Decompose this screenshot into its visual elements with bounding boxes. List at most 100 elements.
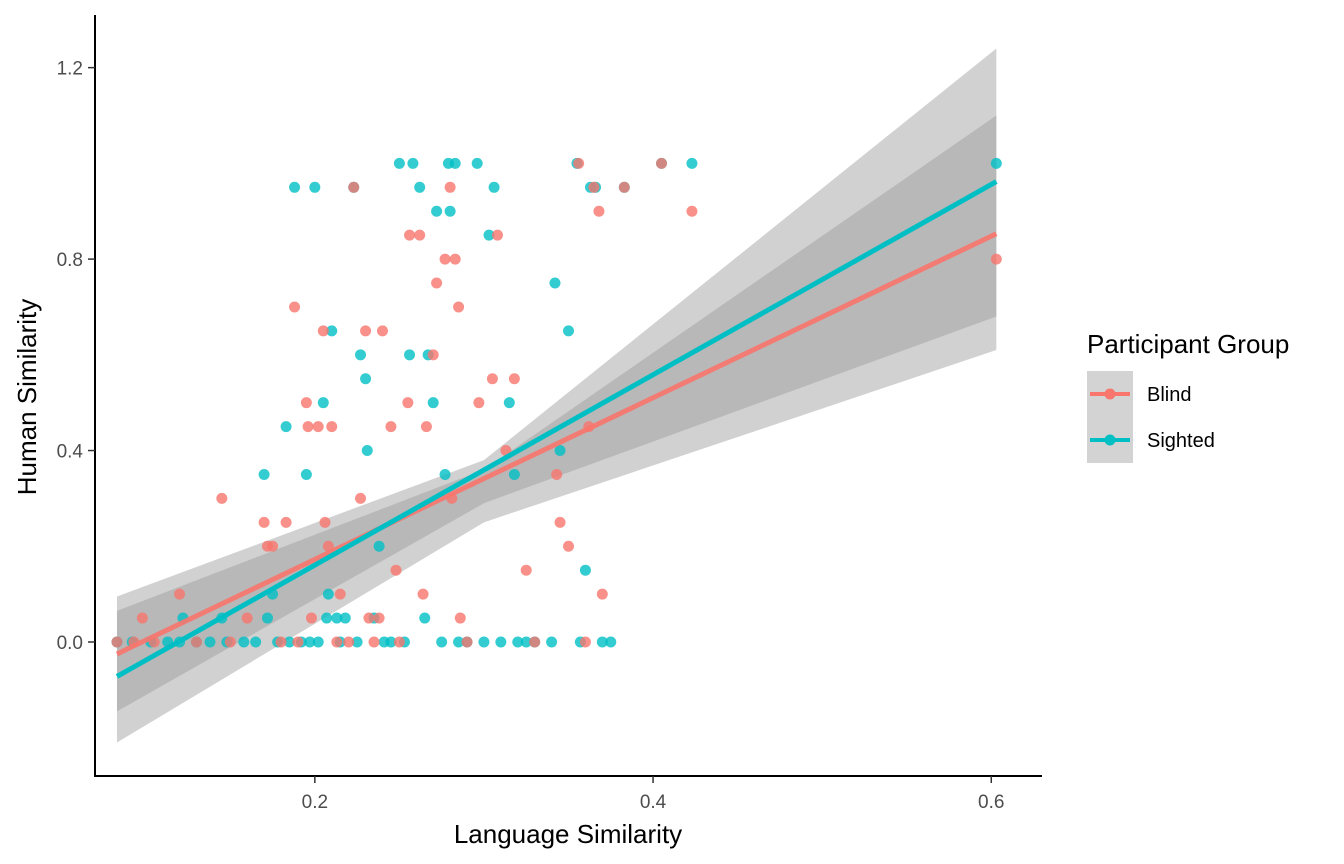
confidence-bands	[116, 48, 997, 743]
point-blind	[224, 636, 236, 648]
point-sighted	[990, 157, 1002, 169]
point-sighted	[404, 349, 416, 361]
legend-title: Participant Group	[1087, 329, 1289, 359]
point-blind	[174, 588, 186, 600]
ci-band-sighted	[116, 48, 997, 743]
point-sighted	[331, 612, 343, 624]
point-blind	[241, 612, 253, 624]
point-sighted	[520, 636, 532, 648]
point-blind	[686, 205, 698, 217]
point-blind	[376, 325, 388, 337]
regression-lines	[115, 179, 998, 679]
point-blind	[334, 588, 346, 600]
point-sighted	[250, 636, 262, 648]
point-sighted	[339, 612, 351, 624]
point-sighted	[549, 277, 561, 289]
point-blind	[368, 636, 380, 648]
point-blind	[373, 612, 385, 624]
x-ticks: 0.2 0.4 0.6	[302, 776, 1004, 813]
point-sighted	[419, 612, 431, 624]
point-blind	[305, 612, 317, 624]
point-sighted	[503, 397, 515, 409]
point-sighted	[444, 205, 456, 217]
point-sighted	[360, 373, 372, 385]
point-sighted	[563, 325, 574, 337]
point-blind	[404, 229, 416, 241]
point-sighted	[317, 397, 329, 409]
point-sighted	[204, 636, 216, 648]
point-blind	[363, 612, 375, 624]
y-tick-label: 0.8	[57, 250, 83, 271]
point-blind	[554, 516, 566, 528]
point-blind	[444, 181, 456, 193]
point-blind	[360, 325, 372, 337]
point-blind	[473, 397, 485, 409]
point-blind	[439, 253, 451, 265]
point-blind	[111, 636, 123, 648]
point-sighted	[495, 636, 507, 648]
point-blind	[136, 612, 148, 624]
point-blind	[593, 205, 605, 217]
point-sighted	[554, 445, 566, 457]
point-sighted	[238, 636, 250, 648]
point-blind	[520, 564, 532, 576]
point-sighted	[351, 636, 363, 648]
point-sighted	[312, 636, 324, 648]
legend-label-sighted: Sighted	[1147, 430, 1215, 452]
point-sighted	[488, 181, 500, 193]
point-sighted	[309, 181, 321, 193]
y-ticks: 0.0 0.4 0.8 1.2	[57, 59, 95, 654]
point-sighted	[483, 229, 495, 241]
point-sighted	[322, 588, 334, 600]
legend-label-blind: Blind	[1147, 384, 1191, 406]
point-blind	[292, 636, 304, 648]
point-sighted	[407, 157, 419, 169]
point-sighted	[478, 636, 490, 648]
point-blind	[302, 421, 314, 433]
legend: Participant Group Blind Sighted	[1087, 329, 1289, 463]
point-blind	[385, 421, 397, 433]
point-sighted	[439, 468, 451, 480]
point-blind	[402, 397, 414, 409]
point-sighted	[686, 157, 698, 169]
point-blind	[216, 492, 228, 504]
point-sighted	[431, 205, 443, 217]
point-blind	[280, 516, 292, 528]
point-sighted	[512, 636, 524, 648]
point-blind	[258, 516, 270, 528]
point-blind	[573, 157, 585, 169]
point-blind	[343, 636, 355, 648]
point-sighted	[471, 157, 483, 169]
point-sighted	[258, 468, 270, 480]
point-sighted	[427, 397, 439, 409]
point-blind	[289, 301, 301, 313]
point-blind	[461, 636, 473, 648]
point-blind	[312, 421, 324, 433]
point-sighted	[449, 157, 461, 169]
point-sighted	[280, 421, 292, 433]
y-tick-label: 1.2	[57, 59, 83, 80]
point-sighted	[300, 468, 312, 480]
point-blind	[618, 181, 630, 193]
point-blind	[427, 349, 439, 361]
point-blind	[393, 636, 405, 648]
point-blind	[300, 397, 312, 409]
point-blind	[317, 325, 329, 337]
point-blind	[588, 181, 600, 193]
point-sighted	[304, 636, 316, 648]
point-blind	[417, 588, 429, 600]
point-blind	[579, 636, 591, 648]
x-tick-label: 0.4	[640, 792, 667, 813]
point-blind	[326, 421, 338, 433]
ci-band-blind	[116, 115, 997, 712]
point-sighted	[579, 564, 591, 576]
point-blind	[348, 181, 360, 193]
fit-line-sighted	[115, 179, 998, 679]
point-blind	[990, 253, 1002, 265]
point-blind	[656, 157, 668, 169]
point-blind	[431, 277, 443, 289]
point-blind	[331, 636, 343, 648]
point-sighted	[289, 181, 301, 193]
point-blind	[453, 301, 465, 313]
point-sighted	[508, 468, 520, 480]
